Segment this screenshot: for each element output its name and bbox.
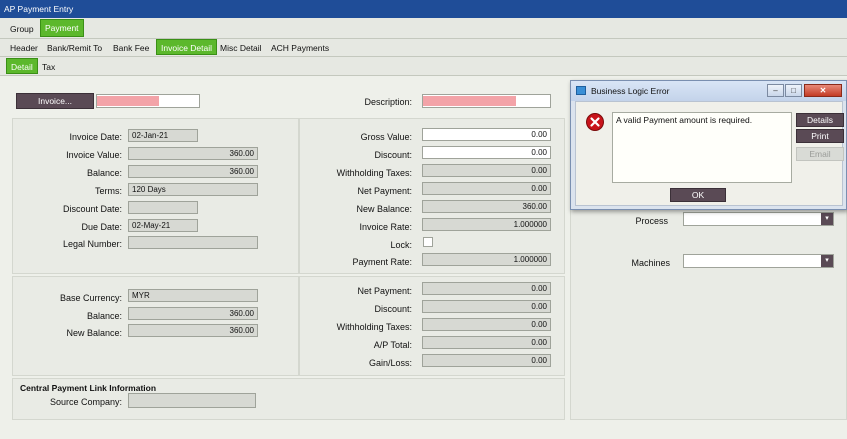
ap-total-label: A/P Total: <box>373 340 412 350</box>
detail-tab-row: Header Bank/Remit To Bank Fee Invoice De… <box>0 39 847 57</box>
payment-rate-field: 1.000000 <box>422 253 551 266</box>
invoice-date-label: Invoice Date: <box>69 132 122 142</box>
business-logic-error-dialog: Business Logic Error – □ ✕ A valid Payme… <box>570 80 847 210</box>
tab-tax[interactable]: Tax <box>42 62 56 72</box>
invoice-date-field: 02-Jan-21 <box>128 129 198 142</box>
new-balance-field: 360.00 <box>422 200 551 213</box>
process-dropdown[interactable]: ▾ <box>683 212 834 226</box>
source-company-field <box>128 393 256 408</box>
invoice-rate-field: 1.000000 <box>422 218 551 231</box>
description-field[interactable] <box>422 94 551 108</box>
gross-value-input[interactable]: 0.00 <box>422 128 551 141</box>
discount-date-field <box>128 201 198 214</box>
base-currency-label: Base Currency: <box>59 293 122 303</box>
process-label: Process <box>635 216 668 226</box>
tab-invoice-detail[interactable]: Invoice Detail <box>156 39 218 55</box>
tab-bank-remit-to[interactable]: Bank/Remit To <box>47 43 103 53</box>
gross-value-label: Gross Value: <box>360 132 412 142</box>
tab-ach-payments[interactable]: ACH Payments <box>271 43 330 53</box>
terms-label: Terms: <box>95 186 122 196</box>
payment-rate-label: Payment Rate: <box>352 257 412 267</box>
terms-field: 120 Days <box>128 183 258 196</box>
lock-checkbox[interactable] <box>423 237 433 247</box>
due-date-field: 02-May-21 <box>128 219 198 232</box>
print-button[interactable]: Print <box>796 129 844 143</box>
description-error-highlight <box>423 96 516 106</box>
base-new-balance-field: 360.00 <box>128 324 258 337</box>
base-net-payment-field: 0.00 <box>422 282 551 295</box>
gain-loss-label: Gain/Loss: <box>368 358 412 368</box>
dialog-body: A valid Payment amount is required. Deta… <box>575 101 844 206</box>
app-icon <box>576 86 586 95</box>
tab-payment[interactable]: Payment <box>40 19 84 37</box>
machines-dropdown[interactable]: ▾ <box>683 254 834 268</box>
base-currency-field: MYR <box>128 289 258 302</box>
details-button[interactable]: Details <box>796 113 844 127</box>
base-withholding-taxes-field: 0.00 <box>422 318 551 331</box>
tab-bank-fee[interactable]: Bank Fee <box>113 43 150 53</box>
central-payment-panel <box>12 378 565 420</box>
net-payment-field: 0.00 <box>422 182 551 195</box>
tab-group[interactable]: Group <box>10 24 34 34</box>
invoice-value-label: Invoice Value: <box>66 150 122 160</box>
withholding-taxes-label: Withholding Taxes: <box>336 168 412 178</box>
due-date-label: Due Date: <box>81 222 122 232</box>
invoice-error-highlight <box>97 96 159 106</box>
base-balance-field: 360.00 <box>128 307 258 320</box>
base-balance-label: Balance: <box>86 311 122 321</box>
gain-loss-field: 0.00 <box>422 354 551 367</box>
payment-values-panel <box>299 118 565 274</box>
balance-label: Balance: <box>86 168 122 178</box>
sub-tab-row: Detail Tax <box>0 57 847 76</box>
base-new-balance-label: New Balance: <box>66 328 122 338</box>
invoice-button[interactable]: Invoice... <box>16 93 94 109</box>
invoice-rate-label: Invoice Rate: <box>359 222 412 232</box>
discount-date-label: Discount Date: <box>62 204 122 214</box>
error-message: A valid Payment amount is required. <box>616 115 753 125</box>
close-icon[interactable]: ✕ <box>804 84 842 97</box>
email-button: Email <box>796 147 844 161</box>
tab-detail[interactable]: Detail <box>6 58 38 74</box>
ok-button[interactable]: OK <box>670 188 726 202</box>
legal-number-label: Legal Number: <box>62 239 122 249</box>
ap-total-field: 0.00 <box>422 336 551 349</box>
chevron-down-icon: ▾ <box>821 255 833 267</box>
discount-input[interactable]: 0.00 <box>422 146 551 159</box>
base-discount-label: Discount: <box>374 304 412 314</box>
central-payment-header: Central Payment Link Information <box>20 383 157 393</box>
minimize-icon[interactable]: – <box>767 84 784 97</box>
balance-field: 360.00 <box>128 165 258 178</box>
discount-label: Discount: <box>374 150 412 160</box>
dialog-title: Business Logic Error <box>591 86 670 96</box>
legal-number-field <box>128 236 258 249</box>
invoice-value-field: 360.00 <box>128 147 258 160</box>
error-message-box: A valid Payment amount is required. <box>612 112 792 183</box>
lock-label: Lock: <box>390 240 412 250</box>
window-title: AP Payment Entry <box>0 0 847 18</box>
description-label: Description: <box>364 97 412 107</box>
source-company-label: Source Company: <box>49 397 122 407</box>
chevron-down-icon: ▾ <box>821 213 833 225</box>
top-tab-row: Group Payment <box>0 18 847 39</box>
maximize-icon[interactable]: □ <box>785 84 802 97</box>
tab-header[interactable]: Header <box>10 43 38 53</box>
net-payment-label: Net Payment: <box>357 186 412 196</box>
base-withholding-taxes-label: Withholding Taxes: <box>336 322 412 332</box>
withholding-taxes-field: 0.00 <box>422 164 551 177</box>
base-net-payment-label: Net Payment: <box>357 286 412 296</box>
error-icon <box>586 113 604 131</box>
base-discount-field: 0.00 <box>422 300 551 313</box>
tab-misc-detail[interactable]: Misc Detail <box>220 43 262 53</box>
new-balance-label: New Balance: <box>356 204 412 214</box>
machines-label: Machines <box>631 258 670 268</box>
invoice-number-field[interactable] <box>96 94 200 108</box>
